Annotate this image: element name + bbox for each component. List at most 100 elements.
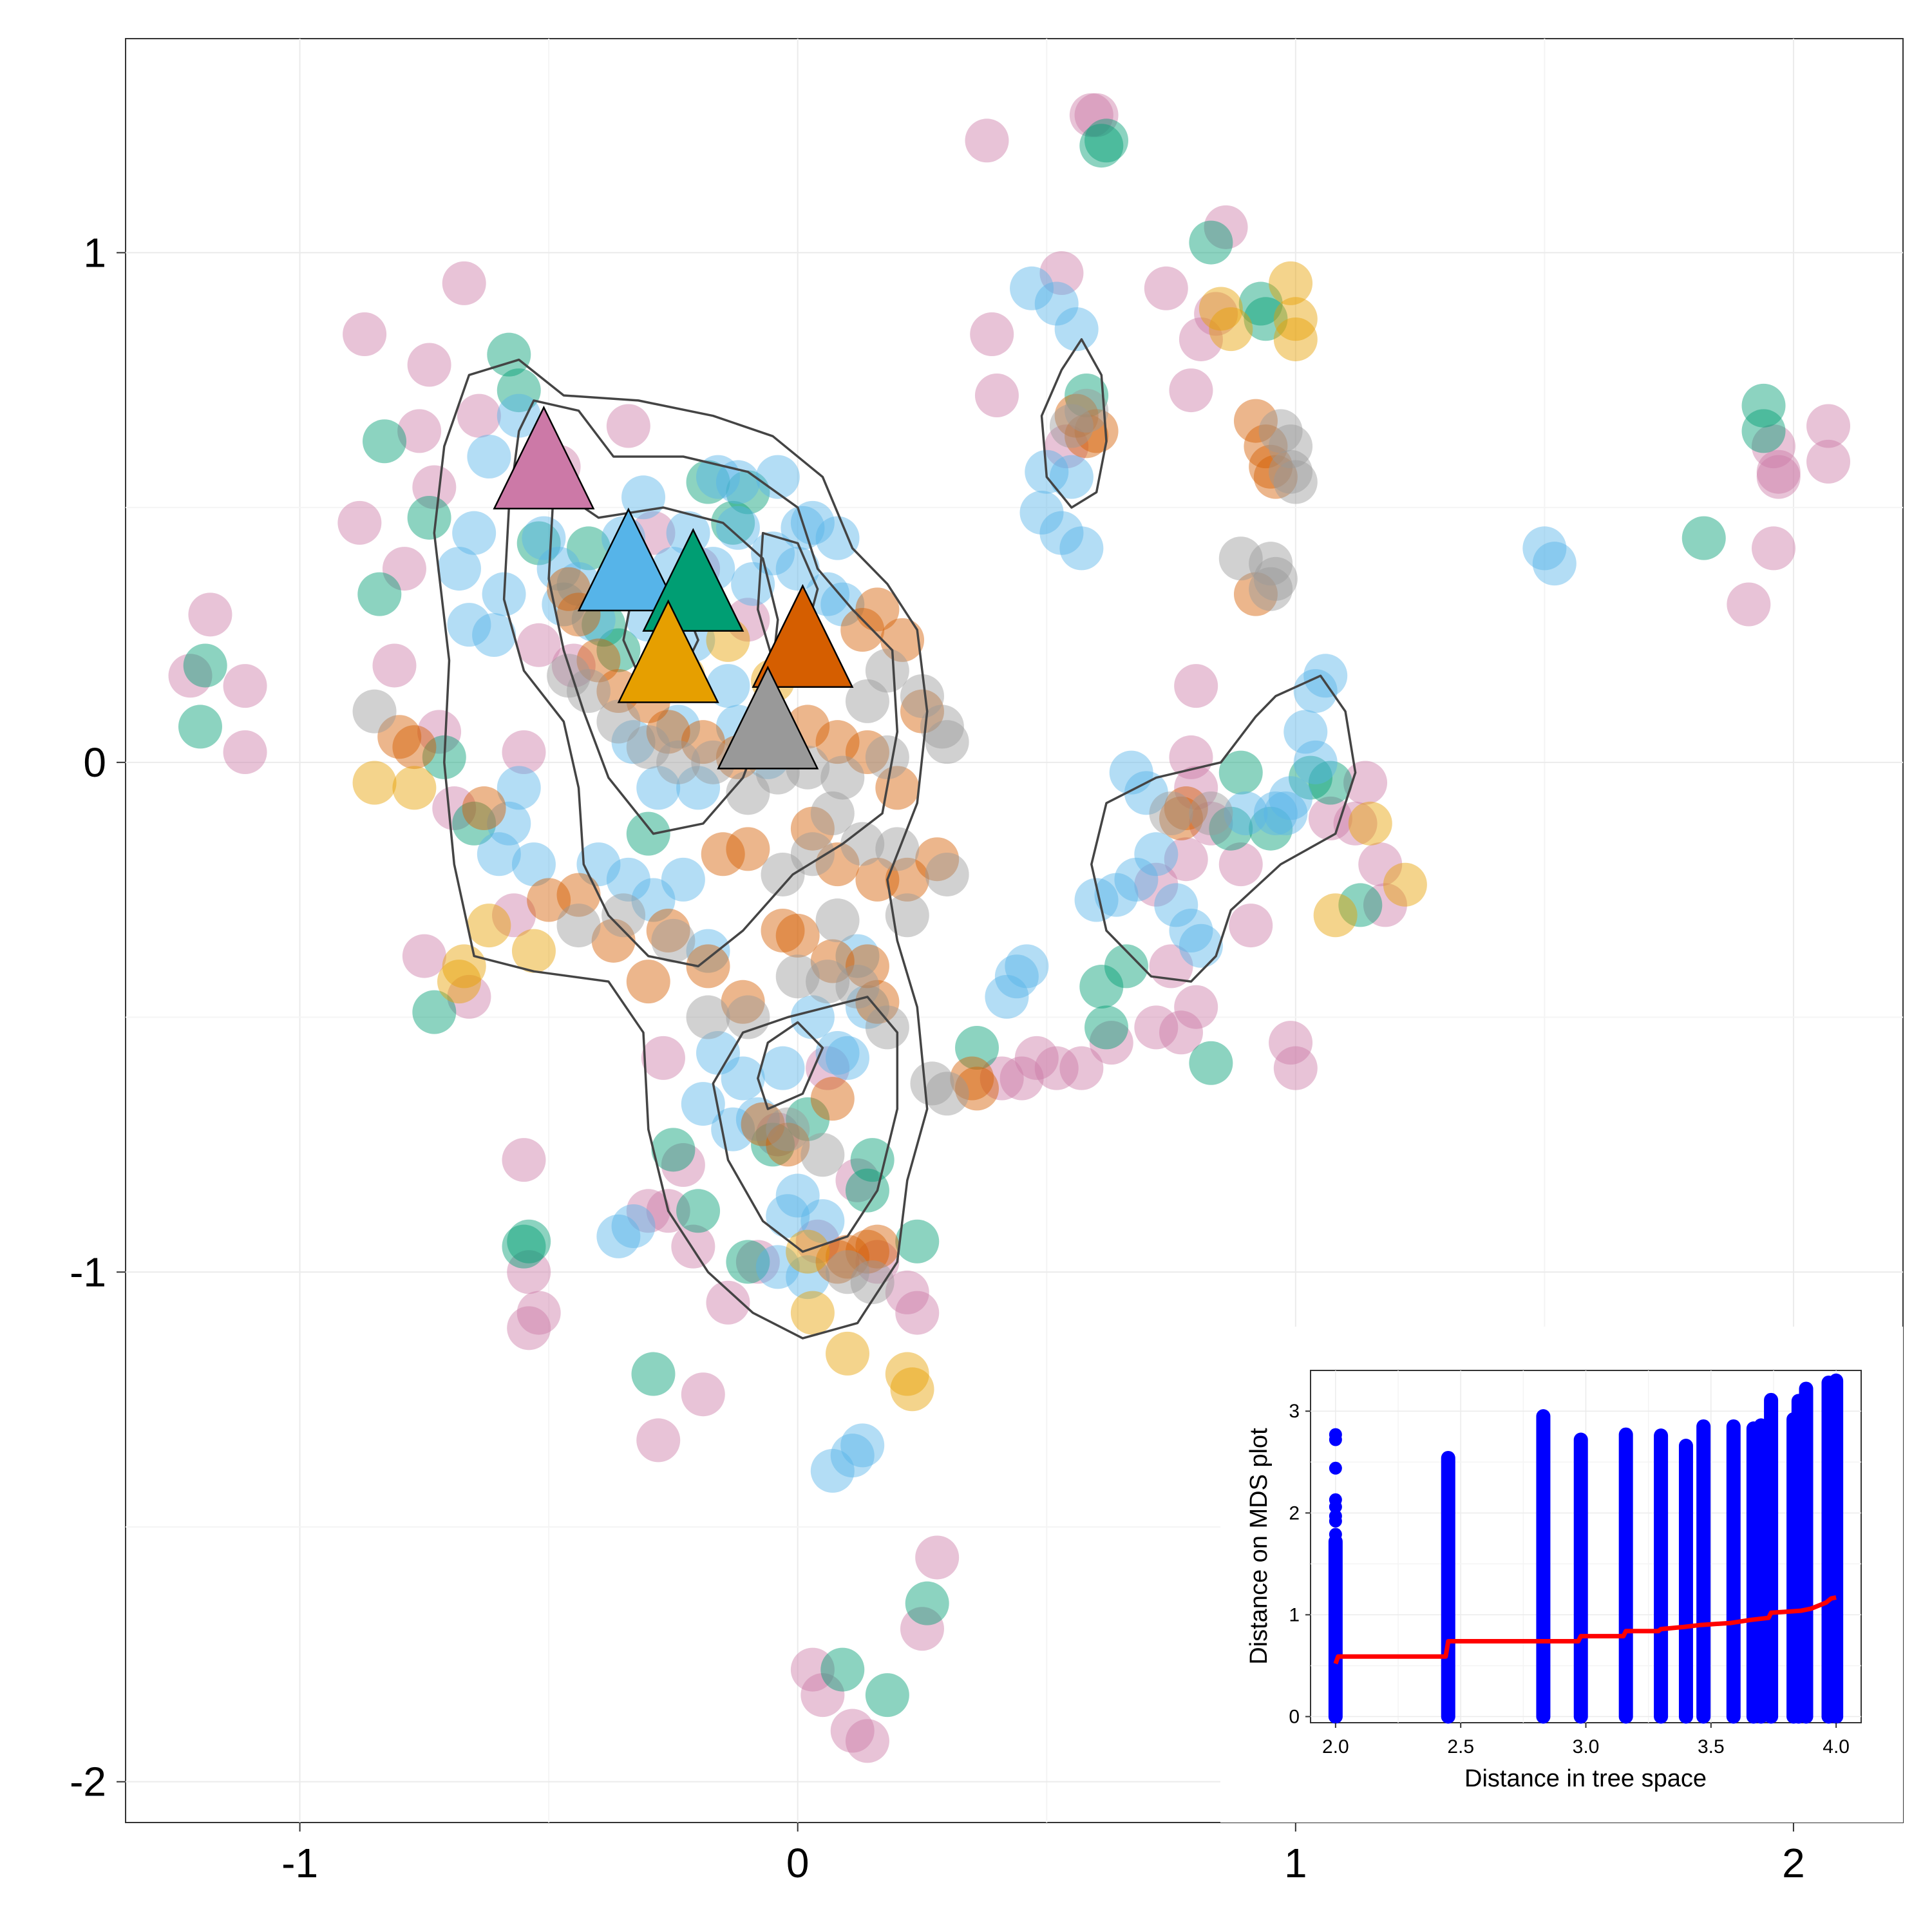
- point-green: [686, 460, 730, 504]
- point-pink: [1751, 526, 1795, 571]
- point-pink: [900, 1607, 944, 1651]
- contour-line: [547, 486, 779, 835]
- point-gray: [790, 832, 835, 876]
- point-sky: [696, 455, 740, 499]
- point-sky: [611, 1204, 656, 1249]
- point-gray: [547, 654, 591, 698]
- point-gold: [1313, 893, 1358, 938]
- point-pink: [223, 730, 267, 774]
- point-pink: [1059, 1046, 1104, 1090]
- point-gray: [910, 1061, 954, 1106]
- point-gray: [920, 705, 964, 749]
- inset-x-axis-label: Distance in tree space: [1464, 1765, 1707, 1792]
- point-orange: [815, 1240, 860, 1284]
- point-green: [1189, 1041, 1233, 1085]
- x-tick-label: 1: [1284, 1840, 1307, 1886]
- point-pink: [1806, 404, 1851, 448]
- point-green: [183, 643, 227, 688]
- inset-point: [1329, 1514, 1342, 1528]
- point-sky: [1034, 281, 1079, 326]
- point-pink: [1751, 424, 1795, 469]
- inset-point: [1329, 1433, 1342, 1446]
- point-sky: [1154, 883, 1198, 927]
- point-sky: [820, 582, 865, 627]
- point-pink: [1806, 439, 1851, 484]
- point-gray: [556, 904, 601, 948]
- point-green: [1289, 755, 1332, 800]
- point-pink: [402, 934, 446, 978]
- point-sky: [1264, 791, 1308, 835]
- point-sky: [1019, 491, 1064, 535]
- point-pink: [1174, 664, 1218, 708]
- point-gray: [1269, 424, 1313, 469]
- point-gold: [467, 904, 511, 948]
- point-pink: [1045, 424, 1089, 469]
- point-sky: [786, 1255, 830, 1300]
- point-pink: [551, 643, 596, 688]
- point-pink: [1074, 93, 1119, 137]
- point-gray: [800, 1133, 845, 1177]
- point-orange: [855, 1224, 900, 1269]
- main-axes: -1 0 1 2 1 0 -1 -2: [70, 229, 1805, 1886]
- point-gray: [656, 740, 701, 784]
- point-gold: [1383, 862, 1427, 907]
- point-green: [452, 801, 497, 846]
- centroid-triangle-orange: [752, 583, 854, 688]
- point-green: [502, 1224, 546, 1269]
- point-orange: [681, 720, 725, 764]
- point-pink: [1144, 266, 1188, 310]
- main-scatter-chart: -1 0 1 2 1 0 -1 -2: [70, 38, 1904, 1886]
- point-orange: [790, 806, 835, 851]
- point-gray: [820, 755, 865, 800]
- inset-y-tick-label: 1: [1289, 1604, 1300, 1625]
- point-sky: [467, 434, 511, 478]
- point-pink: [755, 1112, 800, 1157]
- point-gray: [1273, 460, 1318, 504]
- point-green: [1741, 383, 1786, 428]
- y-tick-label: 0: [83, 739, 106, 786]
- point-sky: [1303, 654, 1348, 698]
- centroid-triangles: [493, 405, 854, 770]
- point-sky: [766, 1194, 810, 1238]
- point-gray: [601, 893, 646, 938]
- point-pink: [442, 261, 486, 305]
- point-orange: [855, 587, 900, 632]
- point-gray: [900, 674, 944, 718]
- point-orange: [826, 1235, 870, 1279]
- point-pink: [397, 409, 442, 453]
- point-gray: [1269, 450, 1313, 494]
- point-pink: [372, 643, 417, 688]
- point-sky: [1269, 776, 1313, 820]
- y-tick-label: 1: [83, 229, 106, 276]
- point-green: [1308, 761, 1352, 805]
- point-sky: [497, 393, 541, 438]
- point-gray: [865, 649, 909, 693]
- point-pink: [1014, 1036, 1059, 1080]
- point-green: [1065, 374, 1109, 417]
- inset-point: [1329, 1528, 1342, 1541]
- point-sky: [596, 1214, 641, 1258]
- point-pink: [636, 1418, 681, 1463]
- point-orange: [646, 909, 690, 952]
- point-pink: [1134, 1005, 1179, 1050]
- point-gold: [885, 1352, 929, 1396]
- point-pink: [1308, 796, 1352, 840]
- point-green: [651, 1128, 696, 1172]
- point-pink: [343, 312, 387, 357]
- point-sky: [706, 664, 750, 708]
- point-sky: [830, 1434, 875, 1478]
- point-pink: [1164, 837, 1208, 882]
- point-orange: [1159, 796, 1203, 840]
- point-orange: [1164, 786, 1208, 831]
- point-gray: [766, 1107, 810, 1151]
- point-pink: [735, 1240, 780, 1284]
- point-orange: [741, 1102, 785, 1146]
- point-orange: [377, 715, 422, 759]
- point-pink: [626, 1189, 670, 1233]
- point-sky: [806, 572, 850, 616]
- point-pink: [1169, 735, 1213, 779]
- point-gray: [1065, 388, 1109, 433]
- point-orange: [556, 873, 601, 917]
- point-orange: [462, 786, 506, 831]
- point-pink: [845, 1719, 889, 1763]
